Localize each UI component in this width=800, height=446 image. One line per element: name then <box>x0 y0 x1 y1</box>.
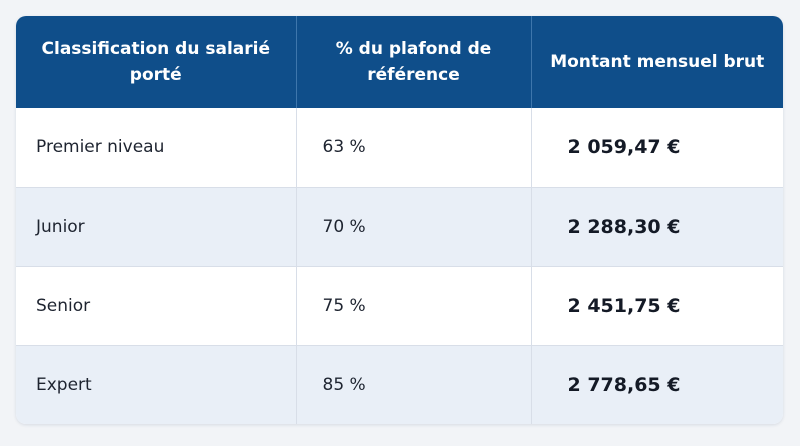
table-header: Classification du salarié porté % du pla… <box>16 16 783 108</box>
table-row: Junior 70 % 2 288,30 € <box>16 187 783 267</box>
header-amount: Montant mensuel brut <box>531 16 783 108</box>
percent-cell: 63 % <box>296 108 532 188</box>
amount-cell: 2 451,75 € <box>531 266 783 346</box>
classification-cell: Premier niveau <box>16 108 297 188</box>
classification-cell: Senior <box>16 266 297 346</box>
classification-cell: Junior <box>16 187 297 267</box>
percent-cell: 70 % <box>296 187 532 267</box>
header-percent: % du plafond de référence <box>296 16 532 108</box>
percent-cell: 85 % <box>296 345 532 424</box>
classification-cell: Expert <box>16 345 297 424</box>
header-classification: Classification du salarié porté <box>16 16 297 108</box>
percent-cell: 75 % <box>296 266 532 346</box>
table-row: Senior 75 % 2 451,75 € <box>16 266 783 346</box>
header-row: Classification du salarié porté % du pla… <box>16 16 783 108</box>
table-body: Premier niveau 63 % 2 059,47 € Junior 70… <box>16 108 783 424</box>
table-row: Expert 85 % 2 778,65 € <box>16 345 783 424</box>
table-row: Premier niveau 63 % 2 059,47 € <box>16 108 783 188</box>
amount-cell: 2 288,30 € <box>531 187 783 267</box>
amount-cell: 2 059,47 € <box>531 108 783 188</box>
amount-cell: 2 778,65 € <box>531 345 783 424</box>
salary-table: Classification du salarié porté % du pla… <box>16 16 783 424</box>
salary-table-card: Classification du salarié porté % du pla… <box>16 16 783 424</box>
